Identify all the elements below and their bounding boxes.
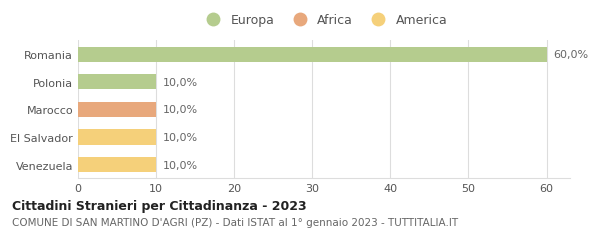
Text: Cittadini Stranieri per Cittadinanza - 2023: Cittadini Stranieri per Cittadinanza - 2…	[12, 199, 307, 212]
Text: 10,0%: 10,0%	[163, 160, 197, 170]
Bar	[78, 102, 156, 117]
Text: 60,0%: 60,0%	[553, 50, 588, 60]
Text: 10,0%: 10,0%	[163, 77, 197, 87]
Text: 10,0%: 10,0%	[163, 105, 197, 115]
Text: COMUNE DI SAN MARTINO D'AGRI (PZ) - Dati ISTAT al 1° gennaio 2023 - TUTTITALIA.I: COMUNE DI SAN MARTINO D'AGRI (PZ) - Dati…	[12, 218, 458, 227]
Bar	[78, 75, 156, 90]
Bar	[78, 47, 547, 63]
Text: 10,0%: 10,0%	[163, 132, 197, 142]
Bar	[78, 157, 156, 172]
Bar	[78, 130, 156, 145]
Legend: Europa, Africa, America: Europa, Africa, America	[196, 9, 452, 32]
